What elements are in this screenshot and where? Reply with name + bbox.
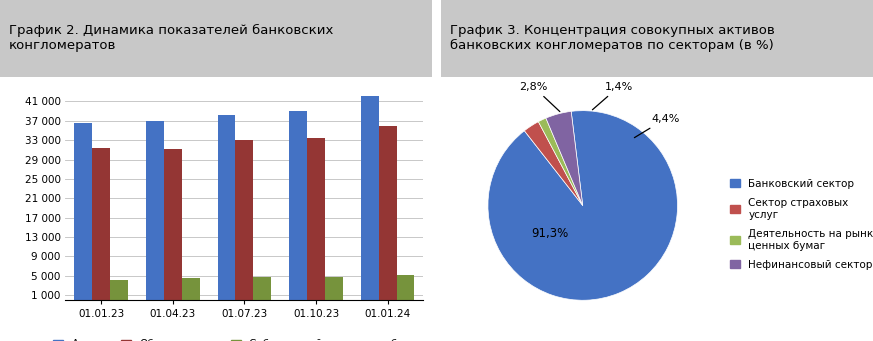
Legend: Банковский сектор, Сектор страховых
услуг, Деятельность на рынке
ценных бумаг, Н: Банковский сектор, Сектор страховых услу… bbox=[725, 175, 873, 274]
Text: 91,3%: 91,3% bbox=[531, 227, 568, 240]
Wedge shape bbox=[539, 118, 583, 205]
Bar bbox=[396, 276, 415, 300]
Bar bbox=[379, 126, 396, 300]
Wedge shape bbox=[488, 111, 677, 300]
Bar bbox=[325, 277, 343, 300]
Bar bbox=[289, 111, 307, 300]
Bar bbox=[182, 278, 200, 300]
Bar bbox=[307, 138, 325, 300]
Bar bbox=[236, 140, 253, 300]
Text: График 2. Динамика показателей банковских
конгломератов: График 2. Динамика показателей банковски… bbox=[9, 24, 333, 53]
Bar bbox=[217, 115, 236, 300]
Text: 2,8%: 2,8% bbox=[519, 82, 560, 112]
Bar bbox=[93, 148, 110, 300]
Bar bbox=[361, 96, 379, 300]
Bar bbox=[164, 149, 182, 300]
Text: 1,4%: 1,4% bbox=[593, 82, 633, 110]
Legend: Активы, Обязательства, Собственный капитал по балансу: Активы, Обязательства, Собственный капит… bbox=[49, 335, 440, 341]
Wedge shape bbox=[525, 122, 583, 205]
Bar bbox=[110, 280, 128, 300]
Bar bbox=[74, 123, 93, 300]
Text: 4,4%: 4,4% bbox=[635, 114, 679, 138]
Wedge shape bbox=[546, 112, 583, 205]
Bar bbox=[146, 121, 164, 300]
Text: График 3. Концентрация совокупных активов
банковских конгломератов по секторам (: График 3. Концентрация совокупных активо… bbox=[450, 24, 774, 53]
Bar bbox=[253, 277, 272, 300]
